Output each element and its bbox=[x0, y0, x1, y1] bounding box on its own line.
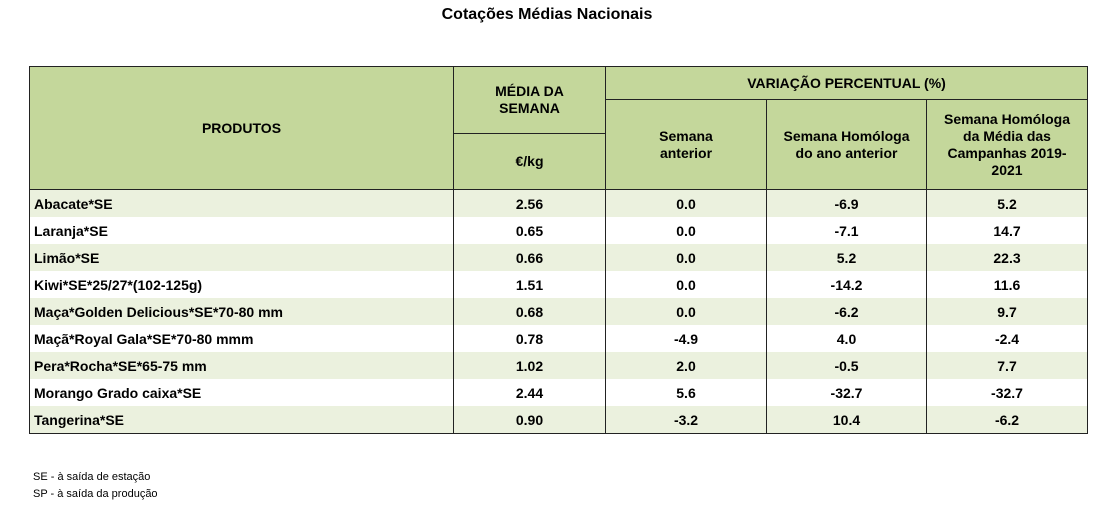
cell-price: 0.78 bbox=[453, 325, 606, 352]
cell-prev-year: -6.9 bbox=[766, 189, 927, 217]
cell-product: Pera*Rocha*SE*65-75 mm bbox=[29, 352, 454, 379]
cell-prev-week: 5.6 bbox=[605, 379, 767, 406]
cell-price: 2.44 bbox=[453, 379, 606, 406]
cell-prev-year: -14.2 bbox=[766, 271, 927, 298]
cell-product: Abacate*SE bbox=[29, 189, 454, 217]
table-row: Laranja*SE 0.65 0.0 -7.1 14.7 bbox=[29, 217, 1089, 244]
cell-price: 0.65 bbox=[453, 217, 606, 244]
cell-campaigns: -6.2 bbox=[925, 406, 1089, 434]
cell-campaigns: 11.6 bbox=[925, 271, 1089, 298]
cell-product: Kiwi*SE*25/27*(102-125g) bbox=[29, 271, 454, 298]
header-media-semana: MÉDIA DA SEMANA bbox=[453, 66, 606, 134]
cell-campaigns: 22.3 bbox=[925, 244, 1089, 271]
cell-price: 0.68 bbox=[453, 298, 606, 325]
table-row: Maçã*Royal Gala*SE*70-80 mmm 0.78 -4.9 4.0-… bbox=[29, 325, 1089, 352]
table-row: Tangerina*SE 0.90 -3.2 10.4 -6.2 bbox=[29, 406, 1089, 434]
cell-product: Limão*SE bbox=[29, 244, 454, 271]
cell-prev-week: 0.0 bbox=[605, 189, 767, 217]
cell-prev-year: -6.2 bbox=[766, 298, 927, 325]
header-homologa-ano: Semana Homóloga do ano anterior bbox=[766, 99, 927, 190]
prices-table: PRODUTOS MÉDIA DA SEMANA VARIAÇÃO PERCEN… bbox=[29, 66, 1089, 434]
cell-prev-year: -7.1 bbox=[766, 217, 927, 244]
table-row: Limão*SE 0.66 0.0 5.2 22.3 bbox=[29, 244, 1089, 271]
table-row: Abacate*SE 2.56 0.0 -6.9 5.2 bbox=[29, 189, 1089, 217]
cell-prev-year: -32.7 bbox=[766, 379, 927, 406]
cell-campaigns: 9.7 bbox=[925, 298, 1089, 325]
cell-prev-week: 0.0 bbox=[605, 271, 767, 298]
cell-prev-week: 2.0 bbox=[605, 352, 767, 379]
cell-prev-week: -3.2 bbox=[605, 406, 767, 434]
cell-campaigns: 14.7 bbox=[925, 217, 1089, 244]
cell-product: Laranja*SE bbox=[29, 217, 454, 244]
cell-product: Maçã*Royal Gala*SE*70-80 mmm bbox=[29, 325, 454, 352]
cell-price: 1.02 bbox=[453, 352, 606, 379]
header-variacao: VARIAÇÃO PERCENTUAL (%) bbox=[604, 66, 1089, 100]
footnote-sp: SP - à saída da produção bbox=[33, 488, 158, 500]
table-row: Kiwi*SE*25/27*(102-125g) 1.51 0.0 -14.2 11.6 bbox=[29, 271, 1089, 298]
header-homologa-campanhas: Semana Homóloga da Média das Campanhas 2… bbox=[925, 99, 1089, 190]
cell-campaigns: -32.7 bbox=[925, 379, 1089, 406]
cell-campaigns: 5.2 bbox=[925, 189, 1089, 217]
header-produtos: PRODUTOS bbox=[29, 66, 454, 190]
page-title: Cotações Médias Nacionais bbox=[441, 6, 653, 23]
cell-price: 1.51 bbox=[453, 271, 606, 298]
cell-prev-week: 0.0 bbox=[605, 217, 767, 244]
cell-campaigns: 7.7 bbox=[925, 352, 1089, 379]
table-row: Pera*Rocha*SE*65-75 mm 1.02 2.0 -0.5 7.7 bbox=[29, 352, 1089, 379]
cell-product: Tangerina*SE bbox=[29, 406, 454, 434]
cell-prev-week: -4.9 bbox=[605, 325, 767, 352]
cell-prev-year: -0.5 bbox=[766, 352, 927, 379]
cell-price: 0.90 bbox=[453, 406, 606, 434]
cell-campaigns: -2.4 bbox=[925, 325, 1089, 352]
cell-prev-year: 10.4 bbox=[766, 406, 927, 434]
cell-price: 0.66 bbox=[453, 244, 606, 271]
footnotes: SE - à saída de estação SP - à saída da … bbox=[33, 469, 158, 503]
cell-prev-year: 4.0 bbox=[766, 325, 927, 352]
cell-prev-week: 0.0 bbox=[605, 244, 767, 271]
cell-product: Morango Grado caixa*SE bbox=[29, 379, 454, 406]
cell-product: Maça*Golden Delicious*SE*70-80 mm bbox=[29, 298, 454, 325]
cell-prev-week: 0.0 bbox=[605, 298, 767, 325]
cell-prev-year: 5.2 bbox=[766, 244, 927, 271]
header-semana-anterior: Semana anterior bbox=[605, 99, 767, 190]
header-unit: €/kg bbox=[453, 133, 606, 190]
table-row: Maça*Golden Delicious*SE*70-80 mm 0.68 0.0… bbox=[29, 298, 1089, 325]
table-row: Morango Grado caixa*SE 2.44 5.6 -32.7 -32.7 bbox=[29, 379, 1089, 406]
cell-price: 2.56 bbox=[453, 189, 606, 217]
footnote-se: SE - à saída de estação bbox=[33, 471, 151, 483]
table-body: Abacate*SE 2.56 0.0 -6.9 5.2 Laranja*SE 0.65 0.… bbox=[29, 189, 1089, 434]
